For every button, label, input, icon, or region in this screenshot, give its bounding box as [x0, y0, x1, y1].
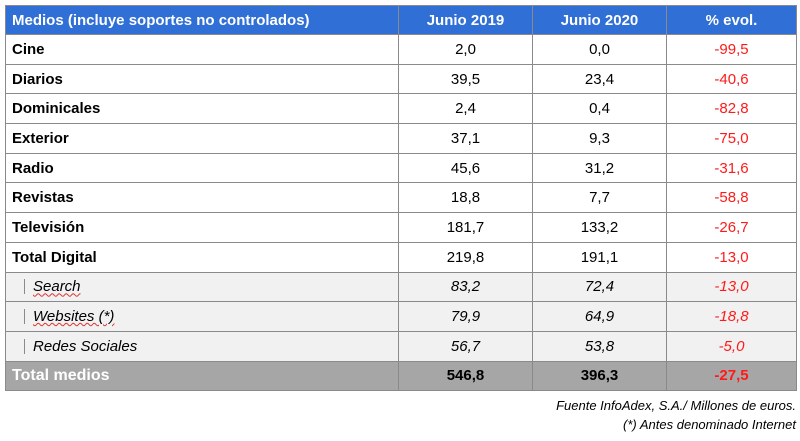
source-note: Fuente InfoAdex, S.A./ Millones de euros…: [556, 398, 796, 413]
value-2020: 9,3: [532, 123, 667, 154]
row-label: Revistas: [5, 182, 399, 214]
indent-spacer: [6, 309, 25, 325]
table-row: Cine 2,0 0,0 -99,5: [5, 34, 797, 65]
table-row: Televisión 181,7 133,2 -26,7: [5, 212, 797, 243]
value-2019: 37,1: [398, 123, 533, 154]
value-2020: 0,0: [532, 34, 667, 65]
value-2020: 23,4: [532, 63, 667, 95]
total-label: Total medios: [5, 360, 399, 392]
row-label: Total Digital: [5, 241, 399, 273]
value-evol: -31,6: [666, 152, 797, 184]
value-evol: -26,7: [666, 212, 797, 243]
subrow-label-text: Search: [33, 278, 81, 296]
value-2019: 39,5: [398, 63, 533, 95]
digital-subrow: Websites (*) 79,9 64,9 -18,8: [5, 301, 797, 332]
digital-subrow: Redes Sociales 56,7 53,8 -5,0: [5, 330, 797, 362]
row-label: Televisión: [5, 212, 399, 243]
value-2019: 181,7: [398, 212, 533, 243]
value-2019: 219,8: [398, 241, 533, 273]
value-evol: -75,0: [666, 123, 797, 154]
header-medios: Medios (incluye soportes no controlados): [5, 5, 399, 35]
value-2020: 191,1: [532, 241, 667, 273]
subrow-label: Redes Sociales: [5, 330, 399, 362]
value-2019: 83,2: [398, 271, 533, 303]
value-2019: 56,7: [398, 330, 533, 362]
value-2020: 7,7: [532, 182, 667, 214]
total-evol: -27,5: [666, 360, 797, 392]
indent-spacer: [6, 338, 25, 354]
value-2020: 0,4: [532, 93, 667, 125]
value-2020: 72,4: [532, 271, 667, 303]
subrow-label: Websites (*): [5, 301, 399, 332]
table-row: Radio 45,6 31,2 -31,6: [5, 152, 797, 184]
table-row: Total Digital 219,8 191,1 -13,0: [5, 241, 797, 273]
table-row: Diarios 39,5 23,4 -40,6: [5, 63, 797, 95]
row-label: Cine: [5, 34, 399, 65]
subrow-label-text: Redes Sociales: [33, 337, 138, 355]
value-2020: 133,2: [532, 212, 667, 243]
value-2020: 31,2: [532, 152, 667, 184]
indent-spacer: [6, 279, 25, 295]
value-evol: -5,0: [666, 330, 797, 362]
total-2019: 546,8: [398, 360, 533, 392]
row-label: Radio: [5, 152, 399, 184]
value-2019: 45,6: [398, 152, 533, 184]
value-2019: 2,4: [398, 93, 533, 125]
table-row: Exterior 37,1 9,3 -75,0: [5, 123, 797, 154]
row-label: Exterior: [5, 123, 399, 154]
row-label: Dominicales: [5, 93, 399, 125]
asterisk-note: (*) Antes denominado Internet: [623, 417, 796, 432]
value-2019: 18,8: [398, 182, 533, 214]
digital-subrow: Search 83,2 72,4 -13,0: [5, 271, 797, 303]
table-row: Dominicales 2,4 0,4 -82,8: [5, 93, 797, 125]
row-label: Diarios: [5, 63, 399, 95]
media-table: Medios (incluye soportes no controlados)…: [5, 5, 797, 392]
value-evol: -82,8: [666, 93, 797, 125]
header-junio-2019: Junio 2019: [398, 5, 533, 35]
value-evol: -13,0: [666, 241, 797, 273]
header-row: Medios (incluye soportes no controlados)…: [5, 5, 797, 35]
subrow-label-text: Websites (*): [33, 308, 115, 326]
header-junio-2020: Junio 2020: [532, 5, 667, 35]
value-2019: 79,9: [398, 301, 533, 332]
value-2020: 53,8: [532, 330, 667, 362]
total-2020: 396,3: [532, 360, 667, 392]
table-row: Revistas 18,8 7,7 -58,8: [5, 182, 797, 214]
value-evol: -40,6: [666, 63, 797, 95]
header-evol: % evol.: [666, 5, 797, 35]
total-row: Total medios 546,8 396,3 -27,5: [5, 360, 797, 392]
value-2020: 64,9: [532, 301, 667, 332]
value-2019: 2,0: [398, 34, 533, 65]
value-evol: -99,5: [666, 34, 797, 65]
subrow-label: Search: [5, 271, 399, 303]
footnotes: Fuente InfoAdex, S.A./ Millones de euros…: [556, 396, 796, 434]
value-evol: -13,0: [666, 271, 797, 303]
value-evol: -58,8: [666, 182, 797, 214]
value-evol: -18,8: [666, 301, 797, 332]
